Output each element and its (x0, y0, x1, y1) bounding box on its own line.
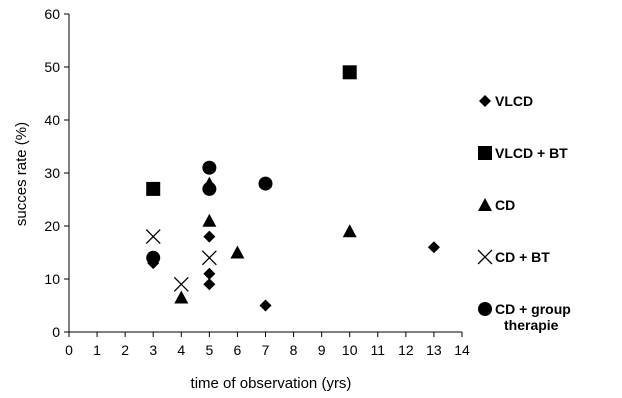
y-axis-title: succes rate (%) (13, 122, 30, 226)
point-x (201, 250, 217, 266)
point-square (146, 181, 161, 196)
legend-label: CD + BT (495, 249, 550, 265)
legend-label: VLCD + BT (495, 145, 568, 161)
point-triangle (202, 213, 217, 227)
point-circle (258, 176, 273, 191)
x-tick-label: 0 (65, 342, 73, 358)
y-tick-label: 50 (44, 59, 60, 75)
y-tick-label: 10 (44, 271, 60, 287)
x-axis-title: time of observation (yrs) (191, 375, 352, 392)
x-tick-label: 3 (149, 342, 157, 358)
point-diamond (259, 299, 272, 312)
legend-marker-x (477, 249, 493, 265)
legend-marker-square (478, 146, 492, 160)
point-diamond (203, 230, 216, 243)
point-circle (202, 181, 217, 196)
point-x (145, 229, 161, 245)
series-square (146, 65, 357, 196)
series-triangle (174, 176, 357, 304)
point-x (173, 276, 189, 292)
point-triangle (174, 290, 189, 304)
x-tick-label: 6 (234, 342, 242, 358)
series-circle (146, 160, 273, 265)
y-tick-label: 20 (44, 218, 60, 234)
x-tick-label: 7 (262, 342, 270, 358)
x-tick-label: 14 (454, 342, 470, 358)
x-tick-label: 4 (177, 342, 185, 358)
point-diamond (427, 241, 440, 254)
y-tick-label: 60 (44, 6, 60, 22)
legend-label: CD (495, 197, 515, 213)
point-triangle (230, 245, 245, 259)
x-tick-label: 8 (290, 342, 298, 358)
point-triangle (342, 224, 357, 238)
series-x (145, 229, 217, 292)
point-diamond (203, 278, 216, 291)
x-tick-label: 2 (121, 342, 129, 358)
y-tick-label: 30 (44, 165, 60, 181)
series-diamond (147, 230, 440, 312)
x-tick-label: 1 (93, 342, 101, 358)
x-tick-label: 10 (342, 342, 358, 358)
x-tick-label: 11 (371, 342, 386, 358)
point-diamond (203, 267, 216, 280)
y-tick-label: 40 (44, 112, 60, 128)
x-tick-label: 9 (318, 342, 326, 358)
plot-area (68, 14, 462, 333)
legend-label: CD + group therapie (495, 301, 571, 333)
legend-label: VLCD (495, 93, 533, 109)
point-square (342, 65, 357, 80)
y-tick-label: 0 (52, 324, 60, 340)
legend-marker-triangle (478, 198, 492, 211)
x-tick-label: 12 (398, 342, 414, 358)
point-circle (202, 160, 217, 175)
x-tick-label: 13 (426, 342, 442, 358)
data-points (145, 65, 440, 312)
point-circle (146, 250, 161, 265)
x-tick-label: 5 (205, 342, 213, 358)
legend-marker-diamond (479, 95, 491, 107)
legend-marker-circle (478, 302, 492, 316)
legend: VLCD VLCD + BT CD CD + BT CD + group therapie (477, 93, 571, 333)
